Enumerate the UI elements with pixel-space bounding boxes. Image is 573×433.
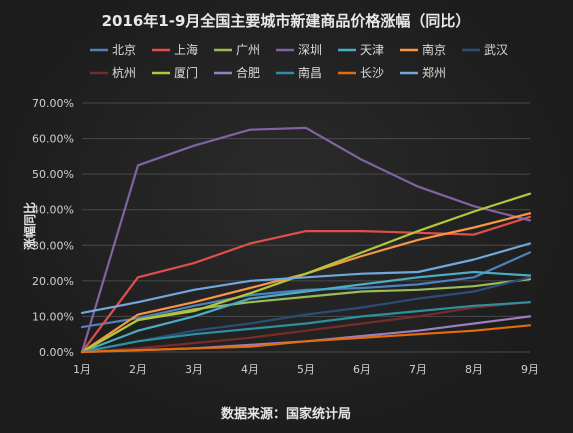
- legend-label: 武汉: [484, 43, 508, 57]
- x-tick-label: 9月: [521, 363, 539, 376]
- series-line: [80, 270, 532, 354]
- x-tick-label: 5月: [297, 363, 315, 376]
- legend-label: 深圳: [298, 43, 322, 57]
- x-tick-label: 4月: [241, 363, 259, 376]
- series-line: [80, 324, 532, 354]
- y-tick-label: 50.00%: [32, 168, 74, 181]
- legend-label: 南京: [422, 42, 446, 57]
- legend-label: 上海: [174, 42, 198, 57]
- x-tick-label: 1月: [73, 363, 91, 376]
- legend-label: 合肥: [236, 65, 260, 80]
- series-lines: [80, 126, 532, 354]
- y-tick-label: 40.00%: [32, 204, 74, 217]
- x-tick-label: 7月: [409, 363, 427, 376]
- series-line: [80, 276, 532, 354]
- y-tick-label: 30.00%: [32, 239, 74, 252]
- y-tick-label: 0.00%: [39, 346, 74, 359]
- legend-label: 天津: [360, 43, 384, 57]
- x-tick-label: 8月: [465, 363, 483, 376]
- y-tick-label: 60.00%: [32, 133, 74, 146]
- series-line: [80, 251, 532, 329]
- legend-label: 杭州: [112, 65, 136, 80]
- y-tick-label: 20.00%: [32, 275, 74, 288]
- series-line: [80, 242, 532, 314]
- x-tick-label: 6月: [353, 363, 371, 376]
- gridlines: [82, 102, 530, 353]
- y-axis-title: 涨幅同比: [22, 202, 37, 250]
- series-line: [80, 126, 532, 354]
- data-source-note: 数据来源：国家统计局: [221, 406, 351, 422]
- chart-title: 2016年1-9月全国主要城市新建商品价格涨幅（同比）: [102, 12, 471, 30]
- y-tick-label: 70.00%: [32, 97, 74, 110]
- series-line: [80, 215, 532, 354]
- x-tick-label: 2月: [129, 363, 147, 376]
- legend-label: 长沙: [360, 66, 384, 80]
- x-axis-ticks: 1月 2月 3月 4月 5月 6月 7月 8月 9月: [73, 363, 539, 376]
- legend-label: 南昌: [298, 65, 322, 80]
- y-tick-label: 10.00%: [32, 310, 74, 323]
- series-line: [80, 301, 532, 354]
- y-axis-ticks: 0.00% 10.00% 20.00% 30.00% 40.00% 50.00% 60.00…: [32, 97, 74, 359]
- legend-label: 郑州: [422, 65, 446, 80]
- x-tick-label: 3月: [185, 363, 203, 376]
- legend-label: 广州: [236, 43, 260, 57]
- legend-label: 北京: [112, 43, 136, 57]
- series-line: [80, 192, 532, 354]
- legend-label: 厦门: [174, 65, 198, 80]
- series-line: [80, 301, 532, 354]
